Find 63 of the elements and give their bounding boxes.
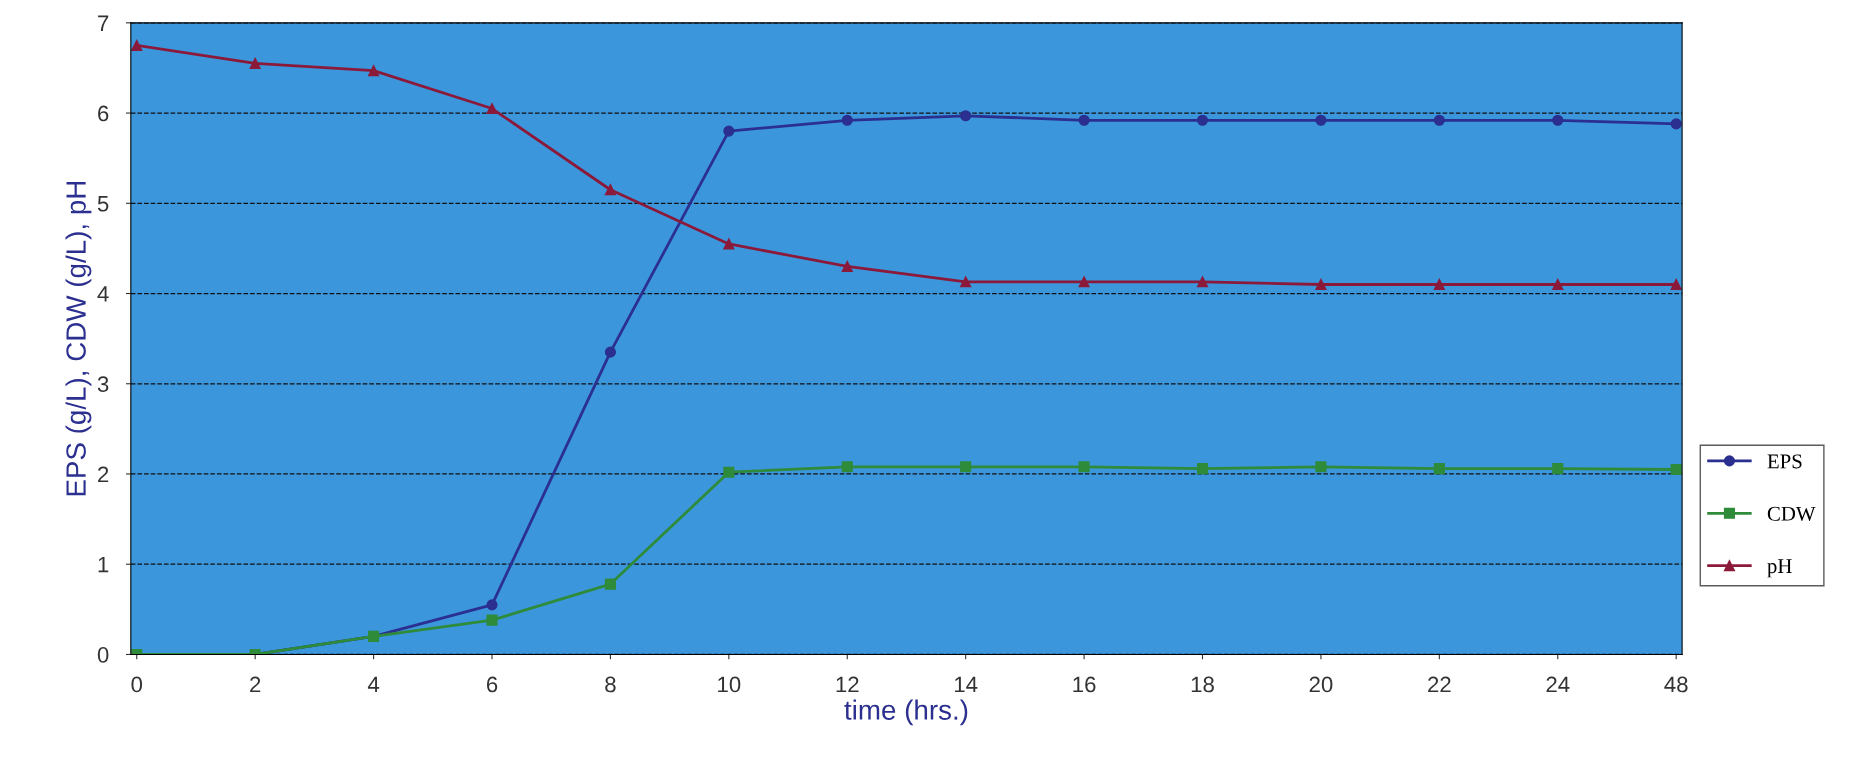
point xyxy=(841,114,853,126)
point xyxy=(841,260,853,273)
y-tick-label: 7 xyxy=(98,15,109,31)
point xyxy=(131,39,143,51)
point xyxy=(1315,278,1327,291)
x-tick-label: 22 xyxy=(1428,676,1451,693)
point xyxy=(604,346,616,358)
point xyxy=(1552,278,1564,291)
x-tick-label: 8 xyxy=(605,676,616,693)
point xyxy=(723,125,735,137)
point xyxy=(723,238,735,250)
point xyxy=(249,57,261,69)
legend-label: EPS xyxy=(1767,454,1802,469)
x-tick-label: 20 xyxy=(1309,676,1333,693)
y-tick-label: 2 xyxy=(98,466,109,483)
point xyxy=(486,102,498,115)
x-tick-label: 10 xyxy=(718,676,741,693)
point xyxy=(1433,463,1445,475)
x-tick-label: 2 xyxy=(250,676,261,693)
y-tick-label: 5 xyxy=(97,196,109,212)
x-tick-label: 24 xyxy=(1546,676,1570,693)
x-tick-label: 18 xyxy=(1191,676,1214,693)
point xyxy=(960,276,972,288)
y-tick-label: 3 xyxy=(97,376,109,393)
point xyxy=(1078,276,1090,288)
y-tick-label: 6 xyxy=(98,105,109,122)
y-tick-label: 4 xyxy=(97,286,109,302)
point xyxy=(1315,461,1327,473)
legend-label: pH xyxy=(1767,559,1792,578)
y-axis-title: EPS (g/L), CDW (g/L), pH xyxy=(65,181,92,496)
x-tick-label: 4 xyxy=(367,676,380,693)
point xyxy=(1315,114,1327,126)
y-tick-label: 1 xyxy=(98,556,109,573)
point xyxy=(723,466,735,478)
legend-label: CDW xyxy=(1767,506,1816,521)
point xyxy=(960,461,972,473)
point xyxy=(1078,461,1090,473)
point xyxy=(1433,114,1445,126)
point xyxy=(1196,114,1209,126)
x-tick-label: 6 xyxy=(486,676,498,693)
point xyxy=(1670,463,1682,476)
point xyxy=(1552,114,1564,126)
x-axis-title: time (hrs.) xyxy=(844,699,968,726)
x-tick-label: 14 xyxy=(955,676,978,693)
x-tick-label: 12 xyxy=(836,676,859,693)
point xyxy=(1433,278,1445,291)
point xyxy=(960,110,972,122)
point xyxy=(1552,463,1564,475)
x-tick-label: 48 xyxy=(1664,676,1688,693)
point xyxy=(486,614,498,626)
point xyxy=(1670,118,1682,130)
point xyxy=(1078,114,1090,126)
point xyxy=(1196,276,1209,288)
x-tick-label: 0 xyxy=(131,676,143,693)
point xyxy=(368,65,380,77)
point xyxy=(486,599,498,611)
point xyxy=(604,184,616,196)
point xyxy=(1196,463,1209,475)
x-tick-label: 16 xyxy=(1073,676,1096,693)
point xyxy=(604,578,616,590)
point xyxy=(841,461,853,473)
point xyxy=(1670,278,1682,291)
y-tick-label: 0 xyxy=(97,646,109,663)
